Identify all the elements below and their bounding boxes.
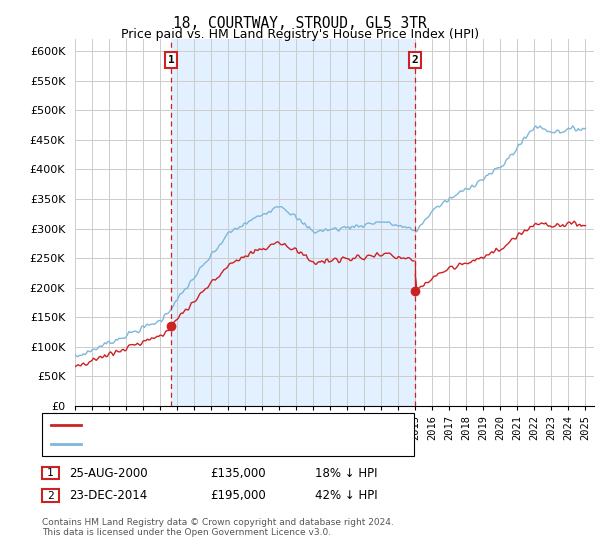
Text: 42% ↓ HPI: 42% ↓ HPI [315,489,377,502]
Text: 1: 1 [168,55,175,65]
Text: 2: 2 [47,491,54,501]
Text: £195,000: £195,000 [210,489,266,502]
Bar [171,39,415,406]
Text: 1: 1 [47,468,54,478]
Text: Contains HM Land Registry data © Crown copyright and database right 2024.
This d: Contains HM Land Registry data © Crown c… [42,518,394,538]
Text: 2: 2 [412,55,418,65]
Text: 23-DEC-2014: 23-DEC-2014 [69,489,147,502]
Text: Price paid vs. HM Land Registry's House Price Index (HPI): Price paid vs. HM Land Registry's House … [121,28,479,41]
Text: 18, COURTWAY, STROUD, GL5 3TR (detached house): 18, COURTWAY, STROUD, GL5 3TR (detached … [87,420,374,430]
Text: 18, COURTWAY, STROUD, GL5 3TR: 18, COURTWAY, STROUD, GL5 3TR [173,16,427,31]
Text: £135,000: £135,000 [210,466,266,480]
Text: HPI: Average price, detached house, Stroud: HPI: Average price, detached house, Stro… [87,439,326,449]
Text: 25-AUG-2000: 25-AUG-2000 [69,466,148,480]
Text: 18% ↓ HPI: 18% ↓ HPI [315,466,377,480]
